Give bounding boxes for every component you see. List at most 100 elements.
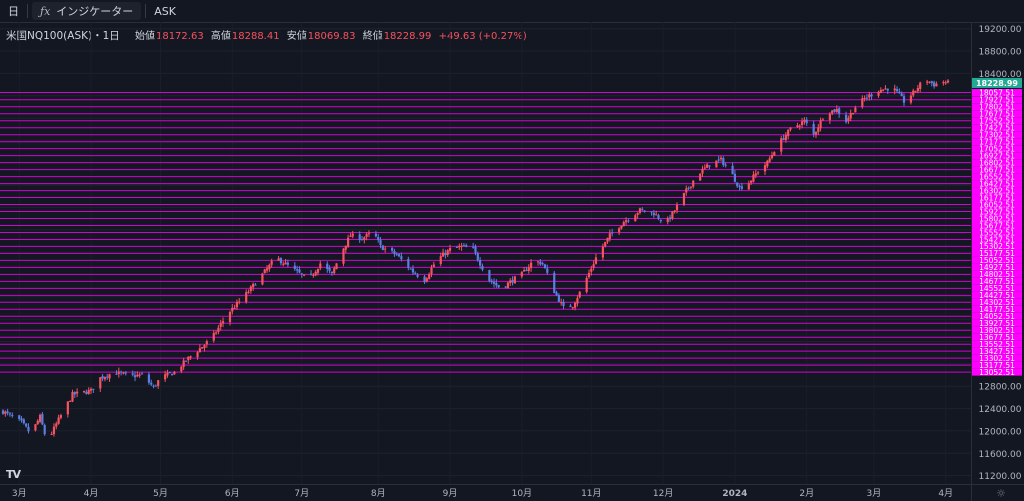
time-tick-label: 3月: [12, 488, 27, 499]
level-label-box: [972, 159, 1022, 167]
candle-body: [101, 376, 104, 379]
candle-body: [715, 160, 718, 168]
level-label-box: [972, 89, 1022, 97]
candle-body: [180, 366, 183, 372]
price-axis[interactable]: 11200.00 11600.00 12000.00 12400.00 12800.00…: [971, 22, 1023, 501]
price-type-button[interactable]: ASK: [146, 0, 184, 22]
candle-body: [140, 373, 144, 375]
candle-body: [870, 94, 873, 97]
toolbar-divider: [27, 4, 28, 18]
candle-body: [342, 248, 345, 264]
candle-body: [201, 347, 204, 349]
candle-body: [513, 276, 516, 284]
level-label: 17802.51: [979, 103, 1015, 112]
candle-body: [455, 246, 459, 248]
candle-body: [25, 423, 28, 427]
candle-body: [622, 222, 625, 227]
candle-body: [935, 83, 938, 87]
candle-body: [52, 426, 56, 435]
level-label-box: [972, 298, 1022, 306]
candle-body: [541, 263, 544, 265]
level-label: 15677.51: [979, 221, 1015, 230]
candle-body: [409, 268, 412, 270]
level-label-box: [972, 284, 1022, 292]
interval-button[interactable]: 日: [0, 0, 27, 22]
time-tick-label: 11月: [581, 488, 601, 499]
candle-body: [638, 208, 642, 213]
candle-body: [703, 167, 706, 169]
candle-body: [752, 174, 755, 182]
candle-body: [326, 263, 329, 270]
candle-body: [43, 424, 46, 435]
candle-body: [689, 186, 693, 188]
candle-body: [92, 388, 95, 390]
level-label-box: [972, 173, 1022, 181]
level-label-box: [972, 166, 1022, 174]
candle-body: [57, 417, 60, 424]
candle-body: [787, 129, 790, 137]
candle-body: [504, 286, 507, 288]
candle-body: [773, 152, 776, 156]
level-label-box: [972, 291, 1022, 299]
candle-body: [768, 158, 771, 162]
interval-label: 日: [8, 5, 19, 18]
candle-body: [164, 374, 167, 380]
candle-body: [205, 341, 208, 345]
candle-body: [555, 292, 558, 296]
candle-body: [279, 258, 283, 264]
candle-body: [432, 264, 435, 268]
level-label: 16802.51: [979, 158, 1015, 167]
price-chart[interactable]: 11200.00 11600.00 12000.00 12400.00 12800.00…: [0, 22, 1024, 501]
candle-body: [333, 268, 336, 274]
level-label-box: [972, 354, 1022, 362]
time-axis[interactable]: 3月 4月 5月 6月 7月 8月 9月 10月 11月 12月 2024 2月 3月 4月: [0, 484, 1024, 500]
price-type-label: ASK: [154, 4, 177, 18]
candle-body: [423, 276, 426, 283]
level-label: 13802.51: [979, 326, 1015, 335]
low-value: 18069.83: [307, 31, 356, 42]
candle-body: [687, 187, 690, 189]
level-label: 16427.51: [979, 179, 1015, 188]
level-label: 15802.51: [979, 214, 1015, 223]
candle-body: [634, 215, 637, 222]
level-label-box: [972, 138, 1022, 146]
level-label-box: [972, 215, 1022, 222]
level-label-box: [972, 347, 1022, 355]
function-icon: ƒx: [40, 4, 51, 18]
level-label: 13177.51: [979, 361, 1015, 370]
level-label: 16052.51: [979, 200, 1015, 209]
candle-body: [587, 272, 591, 278]
candle-body: [571, 307, 574, 309]
candle-body: [400, 256, 403, 260]
candle-body: [316, 268, 320, 273]
candle-body: [462, 245, 466, 247]
level-lines: [0, 92, 971, 373]
candle-body: [717, 159, 720, 161]
gear-icon[interactable]: ☼: [996, 487, 1006, 500]
candle-body: [865, 97, 869, 99]
level-label: 15427.51: [979, 235, 1015, 244]
candle-body: [261, 273, 264, 285]
candle-body: [249, 286, 252, 292]
indicators-button[interactable]: ƒx インジケーター: [32, 2, 142, 20]
candle-body: [750, 180, 753, 183]
candle-body: [831, 110, 834, 114]
high-value: 18288.41: [231, 31, 280, 42]
candle-body: [152, 385, 155, 387]
candle-body: [444, 253, 447, 256]
candle-body: [8, 413, 12, 415]
candle-body: [731, 165, 734, 175]
candle-body: [819, 120, 822, 129]
candle-body: [170, 373, 174, 376]
level-label: 16302.51: [979, 186, 1015, 195]
candle-body: [879, 89, 882, 93]
level-label-box: [972, 152, 1022, 160]
time-tick-label: 9月: [443, 488, 458, 499]
time-tick-label: 6月: [225, 488, 240, 499]
level-label: 17427.51: [979, 124, 1015, 133]
price-tick-label: 11600.00: [979, 450, 1022, 460]
candle-body: [636, 212, 639, 215]
price-tick-label: 18400.00: [979, 70, 1022, 80]
price-tick-label: 12400.00: [979, 405, 1022, 415]
level-label-box: [972, 221, 1022, 229]
